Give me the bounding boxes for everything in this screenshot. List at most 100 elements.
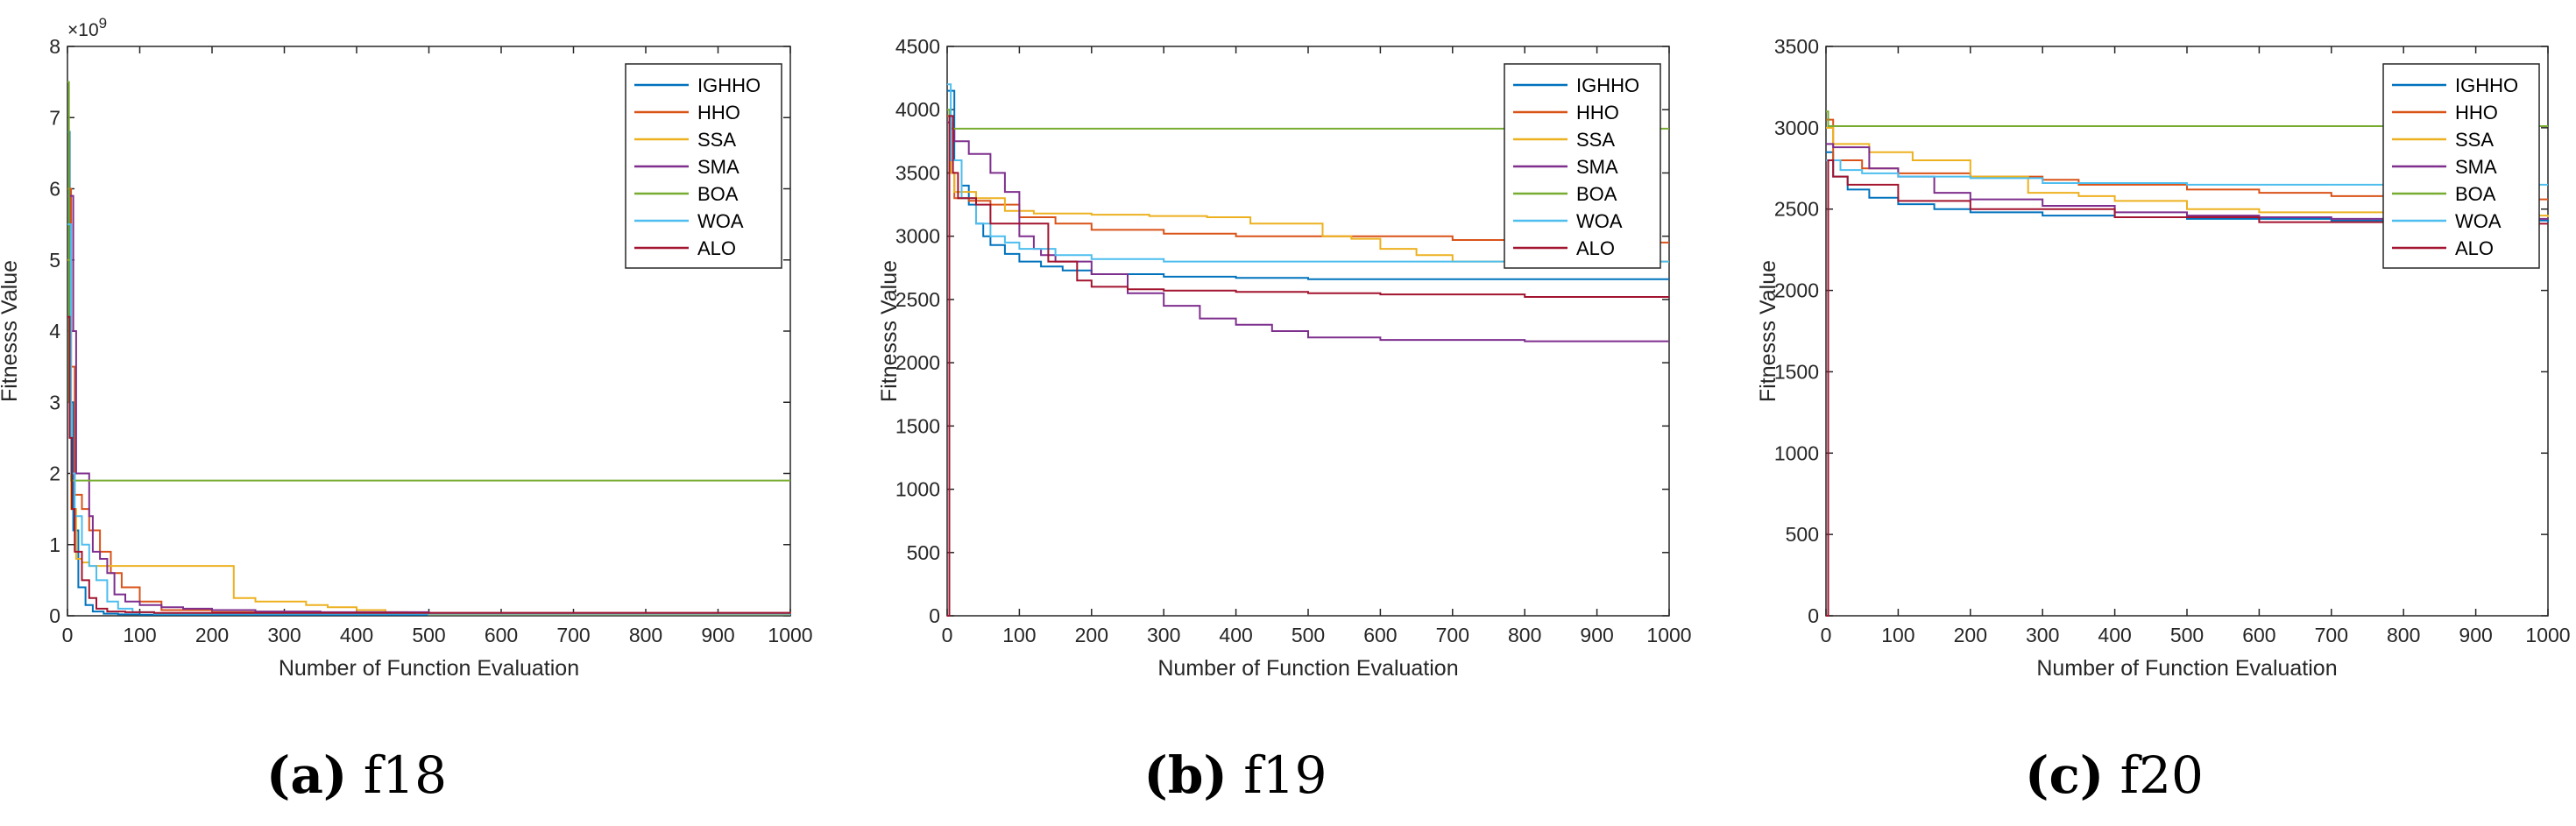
series-line-alo [1826, 159, 2548, 617]
x-tick-label: 600 [2242, 624, 2275, 646]
y-exponent-power: 9 [99, 15, 107, 32]
y-tick-label: 2500 [1774, 198, 1819, 221]
x-tick-label: 600 [1363, 624, 1397, 646]
x-tick-label: 0 [62, 624, 74, 646]
legend-label-ighho: IGHHO [1576, 74, 1639, 96]
panel-caption: (c) f20 [2025, 745, 2204, 805]
y-tick-label: 2500 [895, 288, 940, 311]
panel-caption-letter: (a) [266, 745, 347, 805]
legend-label-boa: BOA [1576, 183, 1617, 205]
y-tick-label: 1000 [895, 478, 940, 501]
y-axis-label: Fitnesss Value [1756, 260, 1780, 402]
x-tick-label: 0 [942, 624, 953, 646]
legend-label-woa: WOA [1576, 210, 1623, 232]
y-tick-label: 3500 [895, 161, 940, 184]
x-tick-label: 800 [2387, 624, 2420, 646]
x-tick-label: 800 [1508, 624, 1541, 646]
legend-label-boa: BOA [2455, 183, 2496, 205]
x-axis-label: Number of Function Evaluation [279, 656, 579, 681]
legend-label-ssa: SSA [1576, 129, 1615, 151]
y-tick-label: 500 [1786, 523, 1819, 546]
y-tick-label: 2000 [1774, 279, 1819, 302]
x-tick-label: 100 [1002, 624, 1036, 646]
y-axis-label: Fitnesss Value [0, 260, 22, 402]
y-tick-label: 3000 [895, 225, 940, 248]
series-line-hho [947, 115, 1669, 244]
x-tick-label: 700 [2315, 624, 2348, 646]
x-tick-label: 100 [1881, 624, 1914, 646]
legend-label-hho: HHO [697, 102, 740, 124]
y-tick-label: 8 [49, 35, 60, 58]
y-tick-label: 3000 [1774, 116, 1819, 139]
series-line-woa [1826, 159, 2548, 186]
x-tick-label: 500 [1292, 624, 1325, 646]
x-tick-label: 100 [123, 624, 156, 646]
x-tick-label: 700 [1436, 624, 1469, 646]
y-tick-label: 2000 [895, 351, 940, 374]
y-tick-label: 1500 [895, 414, 940, 437]
series-line-woa [947, 83, 1669, 263]
series-line-alo [947, 115, 1669, 617]
y-tick-label: 4500 [895, 35, 940, 58]
panel-caption-function: f20 [2104, 745, 2204, 805]
y-tick-label: 500 [907, 541, 940, 564]
series-line-sma [67, 194, 790, 614]
panel-caption: (a) f18 [266, 745, 447, 805]
x-tick-label: 200 [1954, 624, 1987, 646]
y-tick-label: 2 [49, 462, 60, 485]
y-exponent-label: ×109 [67, 15, 107, 40]
legend-label-ssa: SSA [697, 129, 736, 151]
x-tick-label: 600 [485, 624, 518, 646]
chart-panel-f18: 0 100 200 300 400 500 600 700 800 900 1000 0 1 2 3 4 5 6 7… [0, 15, 813, 805]
x-tick-label: 200 [195, 624, 229, 646]
x-tick-label: 400 [2098, 624, 2131, 646]
y-tick-label: 4 [49, 320, 60, 342]
x-tick-label: 1000 [1646, 624, 1691, 646]
panel-caption-letter: (c) [2025, 745, 2104, 805]
x-tick-label: 300 [2026, 624, 2059, 646]
legend-label-hho: HHO [1576, 102, 1619, 124]
series-line-ighho [947, 89, 1669, 280]
series-line-hho [1826, 118, 2548, 201]
x-tick-label: 200 [1075, 624, 1108, 646]
y-tick-label: 7 [49, 106, 60, 129]
legend-label-sma: SMA [697, 156, 740, 178]
y-tick-label: 5 [49, 249, 60, 272]
y-tick-label: 4000 [895, 98, 940, 121]
series-line-boa [1826, 110, 2548, 127]
legend-label-woa: WOA [2455, 210, 2502, 232]
y-tick-label: 0 [1808, 604, 1819, 627]
y-tick-label: 3 [49, 391, 60, 413]
x-axis-label: Number of Function Evaluation [1157, 656, 1458, 681]
x-tick-label: 900 [2459, 624, 2492, 646]
series-line-ssa [947, 121, 1669, 263]
legend-label-alo: ALO [697, 237, 736, 259]
legend-label-hho: HHO [2455, 102, 2498, 124]
x-tick-label: 1000 [2525, 624, 2570, 646]
chart-panel-f19: 0 100 200 300 400 500 600 700 800 900 1000 0 500 1000… [877, 35, 1692, 805]
legend-label-boa: BOA [697, 183, 739, 205]
y-tick-label: 1 [49, 533, 60, 556]
panel-caption-function: f19 [1228, 745, 1327, 805]
panel-caption-function: f18 [347, 745, 447, 805]
x-tick-label: 900 [1580, 624, 1613, 646]
panel-caption: (b) f19 [1143, 745, 1327, 805]
series-line-alo [67, 315, 790, 614]
x-tick-label: 500 [2170, 624, 2204, 646]
x-tick-label: 300 [267, 624, 301, 646]
chart-panel-f20: 0 100 200 300 400 500 600 700 800 900 1000 0 500 1000… [1756, 35, 2571, 805]
panel-caption-letter: (b) [1143, 745, 1227, 805]
legend-label-sma: SMA [2455, 156, 2497, 178]
x-tick-label: 900 [701, 624, 734, 646]
y-tick-label: 6 [49, 178, 60, 201]
x-tick-label: 0 [1821, 624, 1832, 646]
y-axis-label: Fitnesss Value [877, 260, 902, 402]
x-tick-label: 400 [1219, 624, 1252, 646]
y-tick-label: 0 [929, 604, 940, 627]
y-tick-label: 0 [49, 604, 60, 627]
legend-label-ighho: IGHHO [2455, 74, 2518, 96]
legend-label-woa: WOA [697, 210, 744, 232]
y-tick-label: 1000 [1774, 441, 1819, 464]
x-tick-label: 300 [1147, 624, 1180, 646]
